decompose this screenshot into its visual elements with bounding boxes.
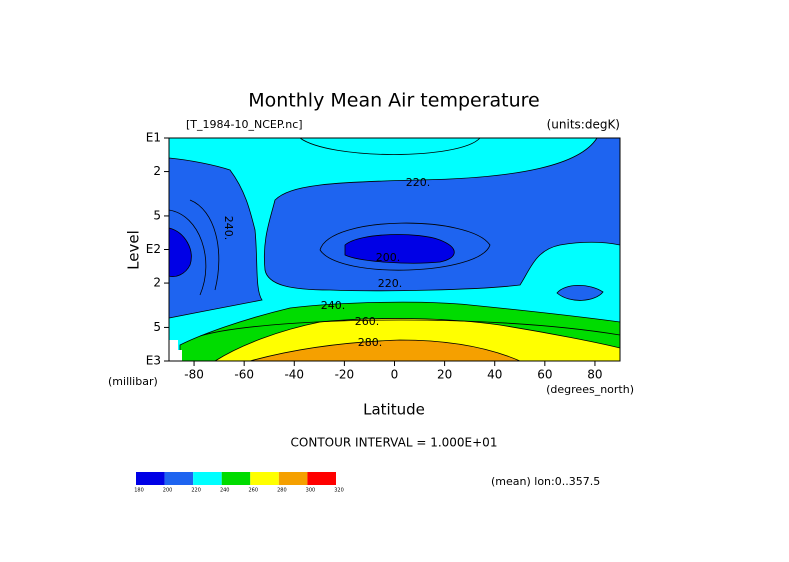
x-axis-units: (degrees_north) (546, 383, 634, 396)
colorbar-label: 180 (134, 488, 144, 494)
colorbar-box (250, 472, 279, 485)
colorbar-label: 300 (306, 488, 316, 494)
footer-note: (mean) lon:0..357.5 (491, 475, 600, 488)
colorbar-box (278, 472, 308, 485)
colorbar-label: 220 (191, 488, 201, 494)
contour-fill (344, 234, 455, 264)
x-tick-label: -80 (184, 368, 204, 382)
x-tick-label: -40 (284, 368, 304, 382)
x-tick-label: 40 (487, 368, 502, 382)
x-tick-label: -60 (234, 368, 254, 382)
contour-label: 220. (406, 176, 431, 189)
y-tick-label: 2 (153, 164, 161, 178)
chart-title: Monthly Mean Air temperature (248, 90, 539, 112)
contour-label: 200. (376, 251, 401, 264)
contour-label: 240. (321, 299, 346, 312)
x-tick-label: 60 (537, 368, 552, 382)
y-tick-label: E1 (146, 131, 161, 145)
y-tick-label: E3 (146, 354, 161, 368)
contour-fill (556, 284, 604, 301)
x-tick-label: 20 (437, 368, 452, 382)
contour-label: 240. (222, 216, 235, 241)
y-axis-title: Level (125, 230, 143, 270)
colorbar-label: 200 (163, 488, 173, 494)
contour-interval: CONTOUR INTERVAL = 1.000E+01 (291, 436, 498, 450)
colorbar-box (221, 472, 251, 485)
units-label: (units:degK) (547, 118, 620, 132)
x-tick-label: 0 (391, 368, 399, 382)
contour-fill (168, 157, 263, 319)
contour-line (168, 137, 621, 337)
x-axis-title: Latitude (363, 401, 425, 419)
colorbar-box (136, 472, 165, 485)
contour-fill (249, 339, 521, 362)
colorbar-label: 240 (220, 488, 230, 494)
x-tick-label: 80 (587, 368, 602, 382)
y-tick-label: E2 (146, 242, 161, 256)
x-tick-label: -20 (335, 368, 355, 382)
contour-plot (168, 137, 621, 362)
y-tick-label: 5 (153, 320, 161, 334)
file-label: [T_1984-10_NCEP.nc] (186, 118, 303, 131)
contour-label: 220. (378, 277, 403, 290)
y-axis-units: (millibar) (108, 375, 158, 388)
colorbar-box (164, 472, 194, 485)
y-tick-label: 2 (153, 276, 161, 290)
colorbar-box (193, 472, 222, 485)
y-tick-label: 5 (153, 208, 161, 222)
contour-label: 280. (358, 336, 383, 349)
contour-fill (168, 227, 192, 277)
colorbar-box (307, 472, 336, 485)
missing-data (169, 340, 182, 361)
contour-label: 260. (355, 315, 380, 328)
colorbar-label: 260 (249, 488, 259, 494)
colorbar-label: 280 (277, 488, 287, 494)
colorbar-label: 320 (334, 488, 344, 494)
